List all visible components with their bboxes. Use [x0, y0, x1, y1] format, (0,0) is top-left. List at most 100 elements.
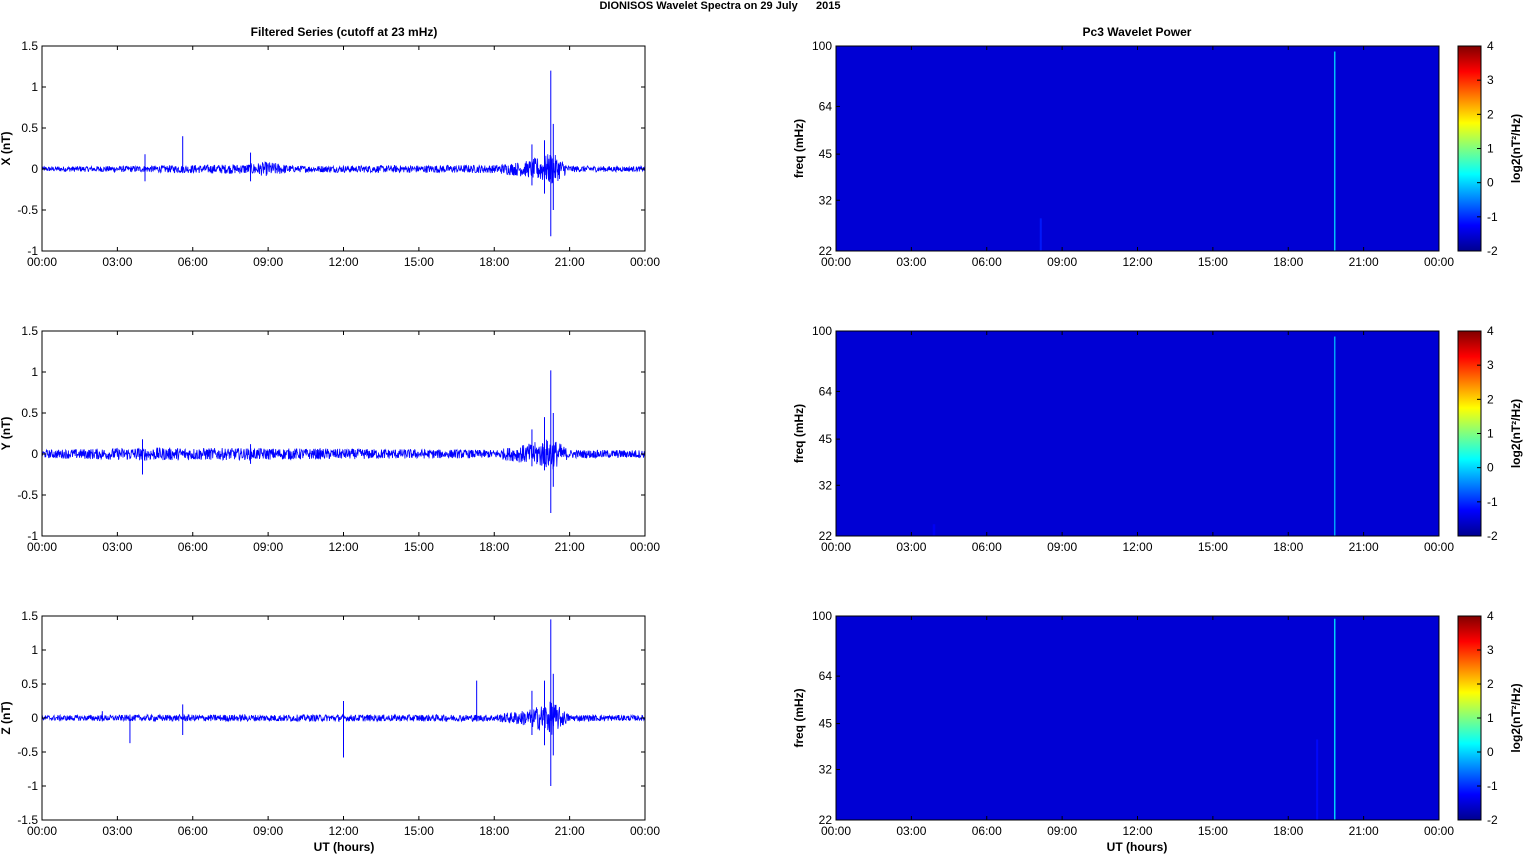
- spectrogram-x-power-xtick-label: 15:00: [1198, 255, 1228, 269]
- panel-y-ylabel: Y (nT): [0, 417, 13, 451]
- panel-z-ytick-label: 0.5: [21, 677, 38, 691]
- spectrogram-z-power-colorbar-tick-label: -1: [1487, 779, 1498, 793]
- spectrogram-x-power-ytick-label: 45: [819, 147, 833, 161]
- panel-y-xtick-label: 18:00: [479, 540, 509, 554]
- spectrogram-x-power-colorbar-tick-label: -1: [1487, 210, 1498, 224]
- spectrogram-y-power-feature: [1333, 336, 1336, 536]
- spectrogram-z-power-ytick-label: 45: [819, 717, 833, 731]
- spectrogram-y-power-colorbar-label: log2(nT²/Hz): [1509, 399, 1523, 468]
- left-column-title: Filtered Series (cutoff at 23 mHz): [251, 25, 438, 39]
- panel-x-xtick-label: 18:00: [479, 255, 509, 269]
- spectrogram-y-power-colorbar: -2 -1 0 1 2 3 4 log2(nT²/Hz): [1457, 324, 1523, 543]
- spectrogram-x-power-feature: [1333, 51, 1336, 252]
- panel-z-xtick-label: 00:00: [27, 824, 57, 838]
- panel-z-xtick-label: 00:00: [630, 824, 660, 838]
- spectrogram-y-power-xtick-label: 18:00: [1273, 540, 1303, 554]
- panel-y-xtick-label: 06:00: [178, 540, 208, 554]
- panel-x-ylabel: X (nT): [0, 132, 13, 166]
- panel-x-xtick-label: 15:00: [404, 255, 434, 269]
- spectrogram-x-power-xtick-label: 00:00: [1424, 255, 1454, 269]
- panel-x-xtick-label: 12:00: [328, 255, 358, 269]
- spectrogram-x-power-colorbar-tick-label: 3: [1487, 73, 1494, 87]
- spectrogram-y-power-xtick-label: 21:00: [1349, 540, 1379, 554]
- spectrogram-z-power-colorbar-tick-label: 2: [1487, 677, 1494, 691]
- spectrogram-z-power-feature: [1316, 739, 1319, 820]
- spectrogram-y-power-ytick-label: 45: [819, 432, 833, 446]
- spectrogram-x-power-ytick-label: 64: [819, 99, 833, 113]
- panel-z-ytick-label: 0: [31, 711, 38, 725]
- spectrogram-z-power-colorbar: -2 -1 0 1 2 3 4 log2(nT²/Hz): [1457, 609, 1523, 827]
- spectrogram-y-power-feature: [932, 524, 936, 536]
- spectrogram-z-power-ylabel: freq (mHz): [792, 688, 806, 747]
- spectrogram-y-power-colorbar-tick-label: 0: [1487, 461, 1494, 475]
- spectrogram-y-power-colorbar-tick-label: -1: [1487, 495, 1498, 509]
- spectrogram-x-power-colorbar-label: log2(nT²/Hz): [1509, 114, 1523, 183]
- spectrogram-z-power-xtick-label: 21:00: [1349, 824, 1379, 838]
- x-axis-label-left: UT (hours): [314, 840, 375, 854]
- panel-z-ytick-label: -0.5: [17, 745, 38, 759]
- spectrogram-x-power-colorbar-tick-label: -2: [1487, 244, 1498, 258]
- spectrogram-z-power-colorbar-tick-label: 0: [1487, 745, 1494, 759]
- panel-z-ytick-label: -1: [27, 779, 38, 793]
- spectrogram-y-power-colorbar-tick-label: 2: [1487, 392, 1494, 406]
- spectrogram-x-power-colorbar-tick-label: 4: [1487, 39, 1494, 53]
- spectrogram-x-power-colorbar-tick-label: 1: [1487, 142, 1494, 156]
- panel-x-plot-area: [42, 46, 645, 251]
- panel-x-ytick-label: 1: [31, 80, 38, 94]
- spectrogram-y-power-xtick-label: 06:00: [972, 540, 1002, 554]
- panel-x-xtick-label: 00:00: [27, 255, 57, 269]
- panel-y-ytick-label: 1.5: [21, 324, 38, 338]
- spectrogram-x-power-xtick-label: 06:00: [972, 255, 1002, 269]
- panel-y-ytick-label: -0.5: [17, 488, 38, 502]
- panel-x-ytick-label: 0.5: [21, 121, 38, 135]
- panel-z-xtick-label: 21:00: [555, 824, 585, 838]
- panel-y-ytick-label: -1: [27, 529, 38, 543]
- spectrogram-y-power-colorbar-tick-label: 1: [1487, 427, 1494, 441]
- panel-z-xtick-label: 15:00: [404, 824, 434, 838]
- right-column-title: Pc3 Wavelet Power: [1083, 25, 1192, 39]
- panel-z-xtick-label: 09:00: [253, 824, 283, 838]
- spectrogram-x-power-xtick-label: 03:00: [896, 255, 926, 269]
- spectrogram-y-power-ytick-label: 22: [819, 529, 833, 543]
- panel-x-ytick-label: -0.5: [17, 203, 38, 217]
- panel-z-ytick-label: 1.5: [21, 609, 38, 623]
- spectrogram-y-power-xtick-label: 00:00: [821, 540, 851, 554]
- spectrogram-y-power-xtick-label: 03:00: [896, 540, 926, 554]
- spectrogram-z-power-colorbar-tick-label: 1: [1487, 711, 1494, 725]
- panel-x-xtick-label: 06:00: [178, 255, 208, 269]
- series-panel-y: -1 -0.5 0 0.5 1 1.5 00:00 03:00 06:00 09:00 12:00 1…: [0, 324, 660, 554]
- panel-z-ytick-label: 1: [31, 643, 38, 657]
- series-panel-z: -1.5 -1 -0.5 0 0.5 1 1.5 00:00 03:00 06:00 09:00 12…: [0, 609, 660, 838]
- panel-z-xtick-label: 06:00: [178, 824, 208, 838]
- spectrogram-y-power-ytick-label: 100: [812, 324, 832, 338]
- spectrogram-x-power-ytick-label: 32: [819, 193, 833, 207]
- panel-y-xtick-label: 12:00: [328, 540, 358, 554]
- panel-y-xtick-label: 00:00: [630, 540, 660, 554]
- spectrogram-z-power-colorbar-label: log2(nT²/Hz): [1509, 683, 1523, 752]
- panels: -1 -0.5 0 0.5 1 1.5 00:00 03:00 06:00 09:00 12:00 1…: [0, 39, 1523, 838]
- panel-y-xtick-label: 09:00: [253, 540, 283, 554]
- panel-y-xtick-label: 15:00: [404, 540, 434, 554]
- panel-z-xtick-label: 12:00: [328, 824, 358, 838]
- spectrogram-z-power-background: [836, 616, 1439, 820]
- spectrogram-x-power-colorbar-tick-label: 2: [1487, 107, 1494, 121]
- spectrogram-z-power-colorbar-tick-label: 4: [1487, 609, 1494, 623]
- spectrogram-z-power-xtick-label: 15:00: [1198, 824, 1228, 838]
- spectrogram-z-power-xtick-label: 00:00: [821, 824, 851, 838]
- panel-y-ytick-label: 1: [31, 365, 38, 379]
- panel-y-ytick-label: 0.5: [21, 406, 38, 420]
- spectrogram-x-power-xtick-label: 12:00: [1122, 255, 1152, 269]
- spectrogram-y-power-xtick-label: 12:00: [1122, 540, 1152, 554]
- figure-title: DIONISOS Wavelet Spectra on 29 July 2015: [599, 0, 840, 12]
- spectrogram-z-power-xtick-label: 00:00: [1424, 824, 1454, 838]
- spectrogram-y-power-colorbar-tick-label: 3: [1487, 358, 1494, 372]
- spectrogram-z-power-ytick-label: 22: [819, 813, 833, 827]
- spectrogram-z-power-xtick-label: 18:00: [1273, 824, 1303, 838]
- spectrogram-x-power-background: [836, 46, 1439, 251]
- panel-y-ytick-label: 0: [31, 447, 38, 461]
- series-panel-x: -1 -0.5 0 0.5 1 1.5 00:00 03:00 06:00 09:00 12:00 1…: [0, 39, 660, 269]
- panel-z-xtick-label: 03:00: [102, 824, 132, 838]
- panel-x-ytick-label: 1.5: [21, 39, 38, 53]
